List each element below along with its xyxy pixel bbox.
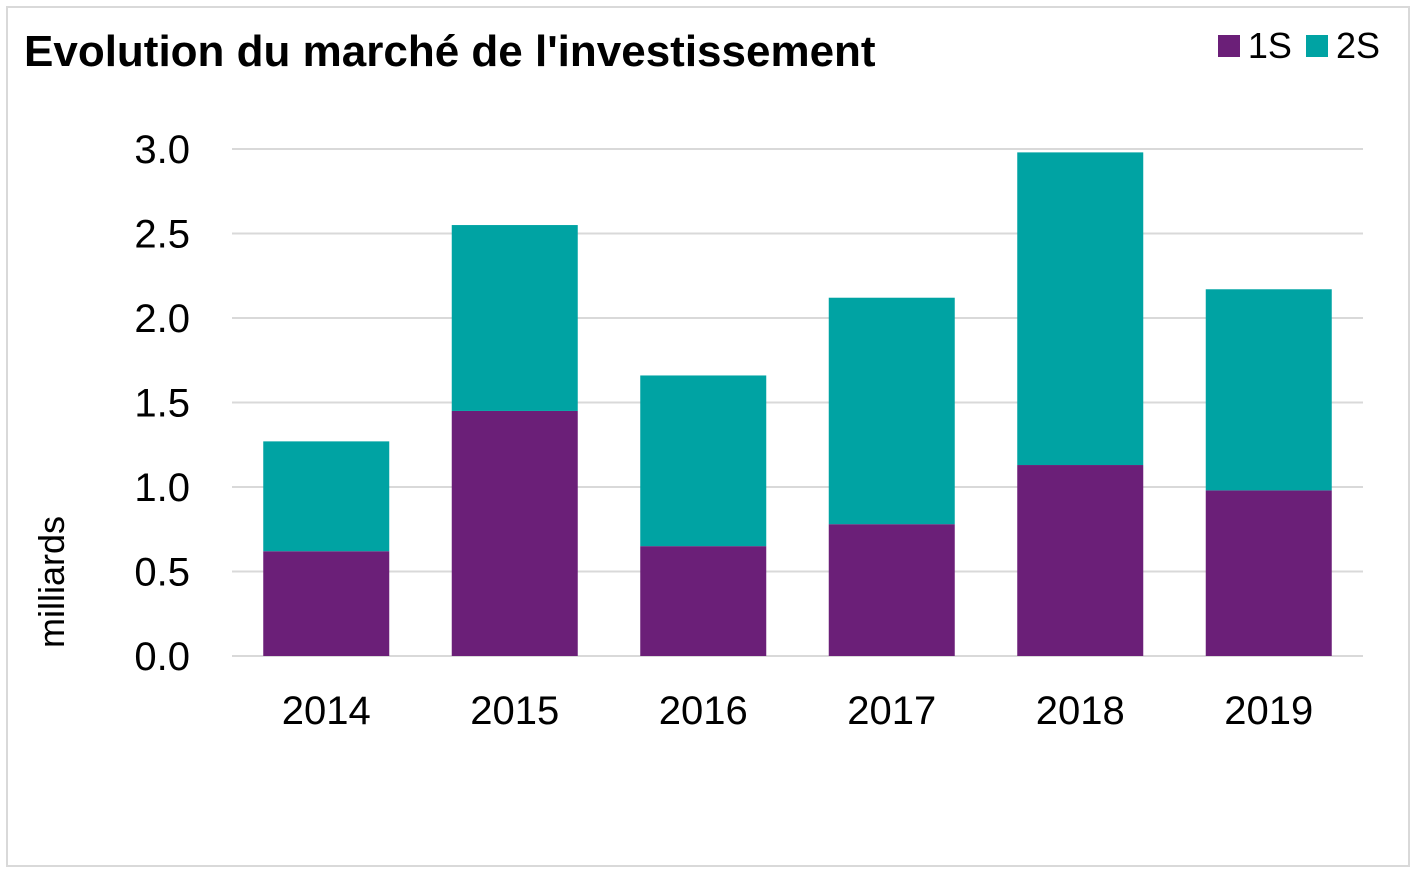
chart-title: Evolution du marché de l'investissement xyxy=(24,27,876,76)
legend-label-1s: 1S xyxy=(1247,25,1292,66)
x-tick-label: 2016 xyxy=(659,689,748,733)
legend: 1S 2S xyxy=(1204,26,1380,66)
bar-1s-2015 xyxy=(451,410,578,656)
legend-swatch-1s xyxy=(1217,35,1240,57)
bar-2s-2019 xyxy=(1205,289,1332,491)
legend-item-2s: 2S xyxy=(1305,25,1380,66)
legend-label-2s: 2S xyxy=(1335,25,1380,66)
bar-2s-2018 xyxy=(1017,152,1144,466)
y-tick-label: 3.0 xyxy=(134,128,190,172)
bar-1s-2019 xyxy=(1205,490,1332,656)
legend-item-1s: 1S xyxy=(1217,25,1292,66)
bars xyxy=(263,152,1332,656)
y-tick-label: 1.5 xyxy=(134,382,190,426)
legend-swatch-2s xyxy=(1305,35,1328,57)
y-tick-label: 0.0 xyxy=(134,635,190,679)
x-tick-label: 2014 xyxy=(282,689,371,733)
bar-1s-2016 xyxy=(640,546,767,656)
bar-1s-2017 xyxy=(828,524,955,656)
bar-1s-2018 xyxy=(1017,465,1144,656)
y-tick-label: 2.0 xyxy=(134,297,190,341)
x-tick-label: 2019 xyxy=(1224,689,1313,733)
bar-2s-2017 xyxy=(828,297,955,525)
y-axis-title: milliards xyxy=(31,516,72,648)
x-tick-label: 2017 xyxy=(847,689,936,733)
bar-2s-2015 xyxy=(451,225,578,411)
y-tick-label: 2.5 xyxy=(134,213,190,257)
gridlines xyxy=(232,148,1363,657)
y-tick-labels: 0.0 0.5 1.0 1.5 2.0 2.5 3.0 xyxy=(134,128,190,679)
y-tick-label: 1.0 xyxy=(134,466,190,510)
x-tick-label: 2015 xyxy=(470,689,559,733)
x-tick-labels: 2014 2015 2016 2017 2018 2019 xyxy=(282,689,1313,733)
bar-2s-2016 xyxy=(640,375,767,547)
bar-2s-2014 xyxy=(263,441,390,552)
bar-1s-2014 xyxy=(263,551,390,656)
x-tick-label: 2018 xyxy=(1036,689,1125,733)
y-tick-label: 0.5 xyxy=(134,551,190,595)
